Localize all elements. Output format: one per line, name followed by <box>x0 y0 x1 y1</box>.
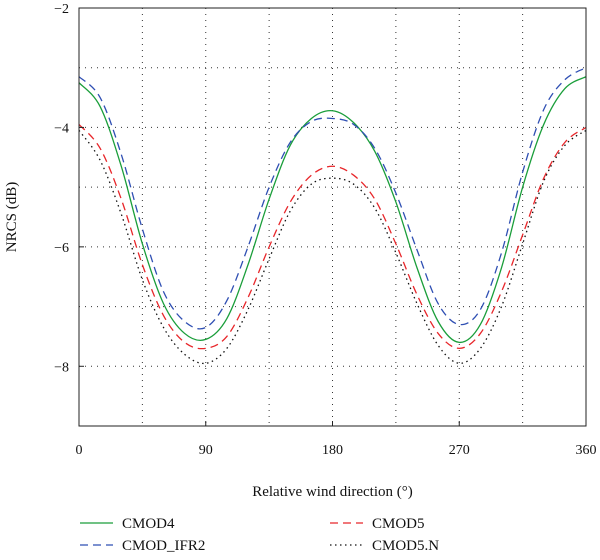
legend-label: CMOD4 <box>122 516 175 532</box>
series-lines <box>78 67 587 365</box>
plot-frame <box>78 7 587 427</box>
tick-labels: 0 90 180 270 360 −2 −4 −6 −8 <box>54 2 596 458</box>
x-tick-label: 180 <box>322 443 343 458</box>
y-tick-label: −2 <box>54 2 69 17</box>
x-tick-label: 0 <box>76 443 83 458</box>
series-line-cmod5 <box>78 123 587 350</box>
y-tick-label: −8 <box>54 360 69 375</box>
x-tick-label: 270 <box>449 443 470 458</box>
series-line-cmod5-n <box>78 129 587 365</box>
legend-label: CMOD5 <box>372 516 425 532</box>
y-axis-label: NRCS (dB) <box>4 182 20 252</box>
series-line-cmod-ifr2 <box>78 67 587 330</box>
x-axis-label: Relative wind direction (°) <box>252 484 413 500</box>
legend-label: CMOD5.N <box>372 538 439 554</box>
y-tick-label: −6 <box>54 241 69 256</box>
legend: CMOD4 CMOD5 CMOD_IFR2 CMOD5.N <box>80 516 439 554</box>
y-tick-label: −4 <box>54 121 69 136</box>
legend-label: CMOD_IFR2 <box>122 538 205 554</box>
x-tick-label: 360 <box>576 443 597 458</box>
series-line-cmod4 <box>78 76 587 344</box>
x-tick-label: 90 <box>199 443 213 458</box>
grid <box>79 8 586 426</box>
